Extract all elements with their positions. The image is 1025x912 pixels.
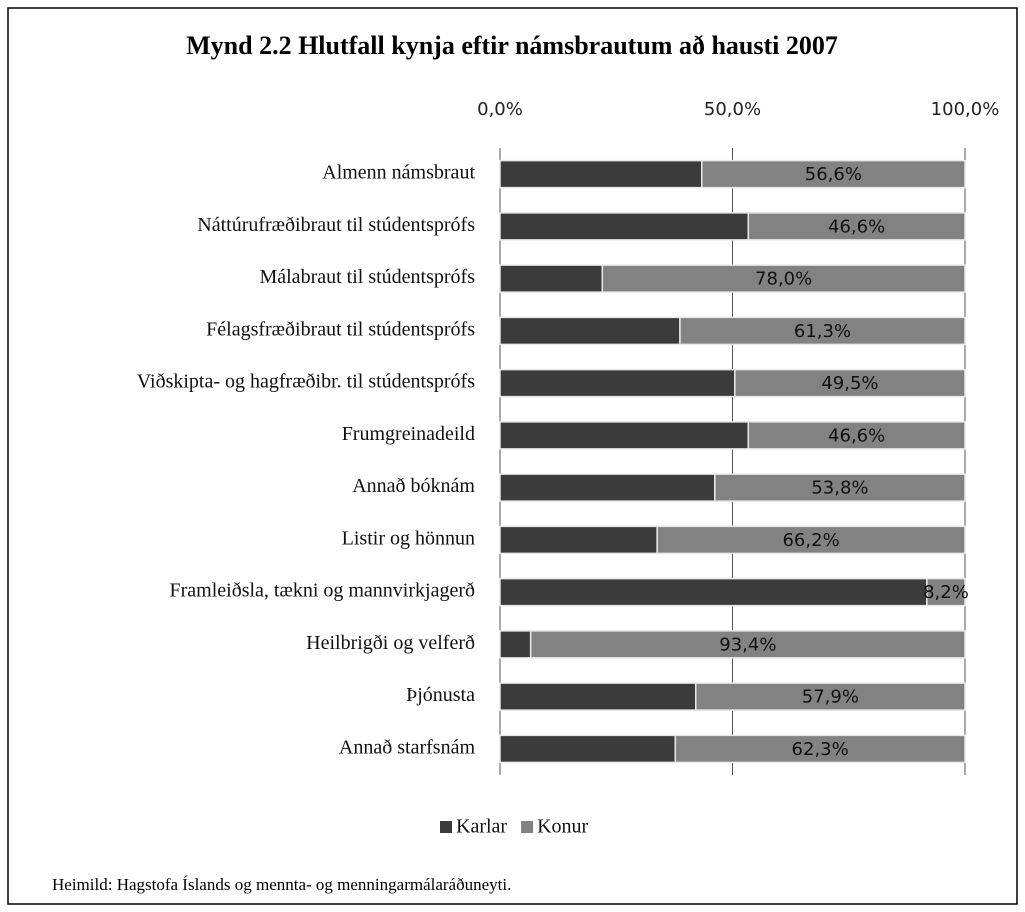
bar-segment — [499, 316, 681, 346]
bar-segment — [695, 682, 966, 711]
x-tick-label: 0,0% — [477, 99, 523, 120]
bar-segment — [656, 525, 966, 555]
bar-segment — [714, 473, 966, 502]
data-label: 57,9% — [802, 687, 859, 708]
y-tick-label: Viðskipta- og hagfræðibr. til stúdentspr… — [137, 371, 475, 393]
bar-segment — [499, 630, 532, 659]
y-tick-label: Annað bóknám — [352, 475, 475, 497]
y-tick-label: Þjónusta — [406, 684, 475, 706]
source-note: Heimild: Hagstofa Íslands og mennta- og … — [52, 875, 511, 894]
bar-segment — [926, 577, 966, 607]
bar-segment — [499, 473, 716, 502]
bar-segment — [701, 159, 966, 189]
bar-segment — [499, 264, 604, 293]
data-label: 56,6% — [805, 164, 862, 185]
bar-segment — [499, 368, 736, 398]
bar-segment — [499, 577, 928, 607]
data-label: 46,6% — [828, 425, 885, 446]
legend-swatch — [440, 821, 452, 833]
data-label: 61,3% — [794, 321, 851, 342]
bar-segment — [499, 734, 677, 764]
chart-title: Mynd 2.2 Hlutfall kynja eftir námsbrautu… — [186, 31, 838, 60]
bar-segment — [529, 630, 966, 659]
y-tick-label: Framleiðsla, tækni og mannvirkjagerð — [170, 580, 476, 602]
data-label: 8,2% — [923, 582, 969, 603]
y-tick-label: Heilbrigði og velferð — [306, 632, 475, 654]
bar-segment — [499, 159, 703, 189]
legend-swatch — [521, 821, 534, 833]
data-label: 62,3% — [792, 739, 849, 760]
y-tick-label: Félagsfræðibraut til stúdentsprófs — [206, 318, 475, 340]
legend-label: Karlar — [456, 816, 507, 838]
data-label: 53,8% — [811, 478, 868, 499]
y-tick-label: Málabraut til stúdentsprófs — [259, 266, 475, 288]
chart-frame — [7, 7, 1018, 905]
y-tick-label: Annað starfsnám — [339, 736, 476, 758]
bar-segment — [734, 368, 966, 398]
x-tick-label: 100,0% — [931, 99, 1000, 120]
data-label: 66,2% — [782, 530, 839, 551]
bar-segment — [499, 421, 750, 450]
data-label: 78,0% — [755, 269, 812, 290]
bar-segment — [674, 734, 966, 764]
data-label: 49,5% — [821, 373, 878, 394]
legend-label: Konur — [537, 816, 588, 838]
bar-segment — [601, 264, 966, 293]
y-tick-label: Frumgreinadeild — [342, 423, 475, 445]
bar-segment — [499, 682, 697, 711]
y-tick-label: Náttúrufræðibraut til stúdentsprófs — [197, 214, 475, 236]
bar-segment — [747, 421, 966, 450]
bar-segment — [499, 212, 750, 241]
x-tick-label: 50,0% — [704, 99, 761, 120]
data-label: 46,6% — [828, 216, 885, 237]
bar-segment — [679, 316, 966, 346]
bar-segment — [747, 212, 966, 241]
y-tick-label: Almenn námsbraut — [322, 162, 475, 184]
data-label: 93,4% — [719, 634, 776, 655]
y-tick-label: Listir og hönnun — [342, 527, 475, 549]
bar-segment — [499, 525, 658, 555]
